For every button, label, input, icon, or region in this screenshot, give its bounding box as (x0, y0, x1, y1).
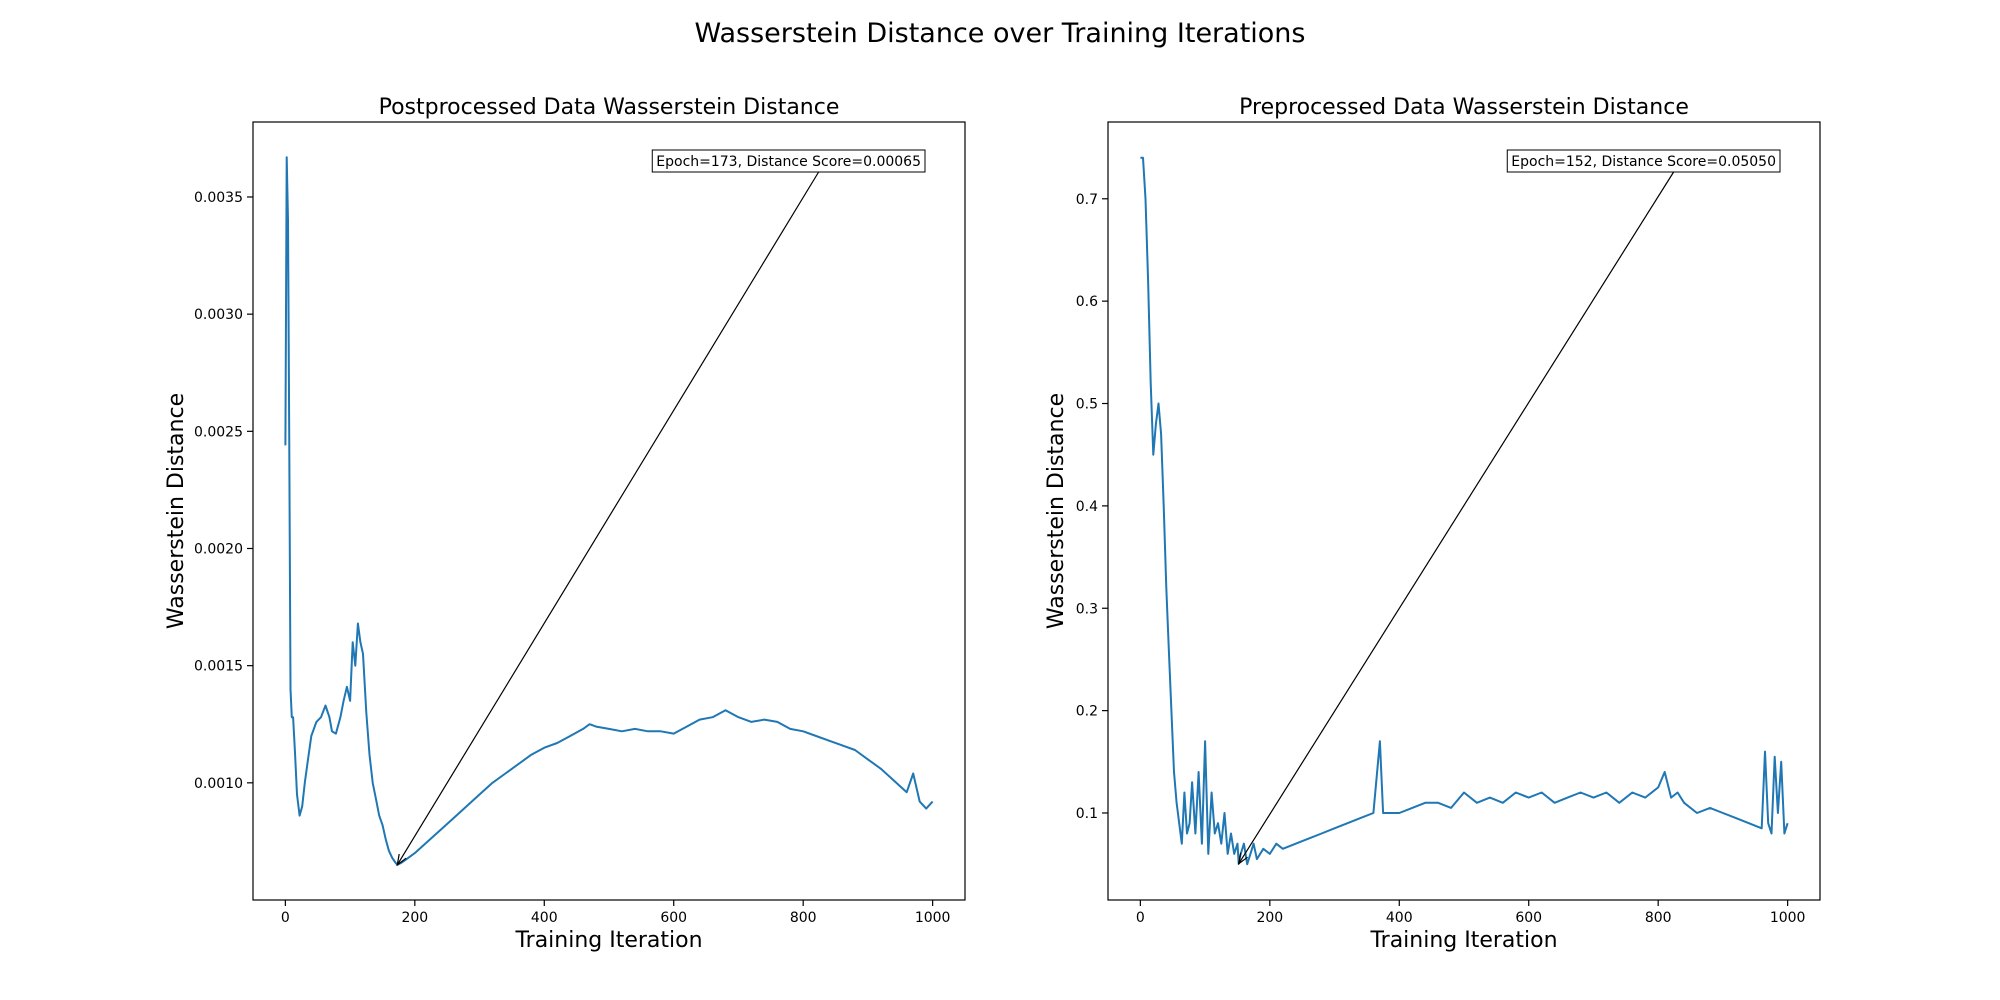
y-tick-label: 0.5 (1076, 397, 1098, 413)
series-line (1140, 156, 1789, 866)
y-tick-label: 0.0010 (194, 776, 243, 792)
x-tick-label: 400 (1386, 910, 1413, 926)
axes-frame (252, 121, 966, 901)
annotation: Epoch=152, Distance Score=0.05050 (1237, 149, 1781, 866)
y-tick-label: 0.3 (1076, 601, 1098, 617)
y-tick-label: 0.0020 (194, 541, 243, 557)
y-tick-label: 0.6 (1076, 294, 1098, 310)
plot-area (1140, 156, 1789, 866)
x-axis-label: Training Iteration (1369, 928, 1557, 953)
y-tick-label: 0.0015 (194, 659, 243, 675)
plot-area (284, 156, 934, 866)
annotation-text: Epoch=152, Distance Score=0.05050 (1511, 154, 1776, 170)
x-tick-label: 200 (1256, 910, 1283, 926)
x-tick-label: 1000 (1770, 910, 1806, 926)
annotation-box (1506, 149, 1781, 173)
annotation-arrowhead (396, 853, 407, 867)
x-tick-label: 1000 (915, 910, 951, 926)
figure-title: Wasserstein Distance over Training Itera… (695, 18, 1306, 49)
x-tick-label: 800 (1645, 910, 1672, 926)
axes-frame (1107, 121, 1821, 901)
y-axis-label: Wasserstein Distance (164, 393, 189, 629)
y-tick-label: 0.7 (1076, 192, 1098, 208)
x-tick-label: 600 (1515, 910, 1542, 926)
series-line (284, 156, 934, 866)
y-tick-label: 0.2 (1076, 704, 1098, 720)
chart-title: Postprocessed Data Wasserstein Distance (379, 95, 840, 120)
annotation-arrowhead (1237, 852, 1248, 866)
x-tick-label: 0 (1136, 910, 1145, 926)
annotation-arrow (1238, 171, 1675, 864)
chart-postprocessed: Postprocessed Data Wasserstein Distance … (164, 95, 966, 953)
axis-ticks: 0 200 400 600 800 1000 0.0010 0.0015 0.0020 0.002… (194, 190, 950, 926)
chart-preprocessed: Preprocessed Data Wasserstein Distance T… (1044, 95, 1821, 953)
x-tick-label: 0 (281, 910, 290, 926)
chart-title: Preprocessed Data Wasserstein Distance (1239, 95, 1689, 120)
x-tick-label: 800 (790, 910, 817, 926)
x-axis-label: Training Iteration (514, 928, 702, 953)
y-tick-label: 0.0035 (194, 190, 243, 206)
y-tick-label: 0.0025 (194, 424, 243, 440)
x-tick-label: 400 (531, 910, 558, 926)
annotation-text: Epoch=173, Distance Score=0.00065 (656, 154, 921, 170)
annotation: Epoch=173, Distance Score=0.00065 (396, 149, 926, 867)
y-tick-label: 0.0030 (194, 307, 243, 323)
annotation-arrow (396, 171, 820, 866)
annotation-box (651, 149, 926, 173)
y-tick-label: 0.4 (1076, 499, 1098, 515)
axis-ticks: 0 200 400 600 800 1000 0.1 0.2 0.3 0.4 0.5 0.6 0.7 (1076, 192, 1806, 926)
x-tick-label: 200 (401, 910, 428, 926)
y-tick-label: 0.1 (1076, 806, 1098, 822)
x-tick-label: 600 (660, 910, 687, 926)
y-axis-label: Wasserstein Distance (1044, 393, 1069, 629)
